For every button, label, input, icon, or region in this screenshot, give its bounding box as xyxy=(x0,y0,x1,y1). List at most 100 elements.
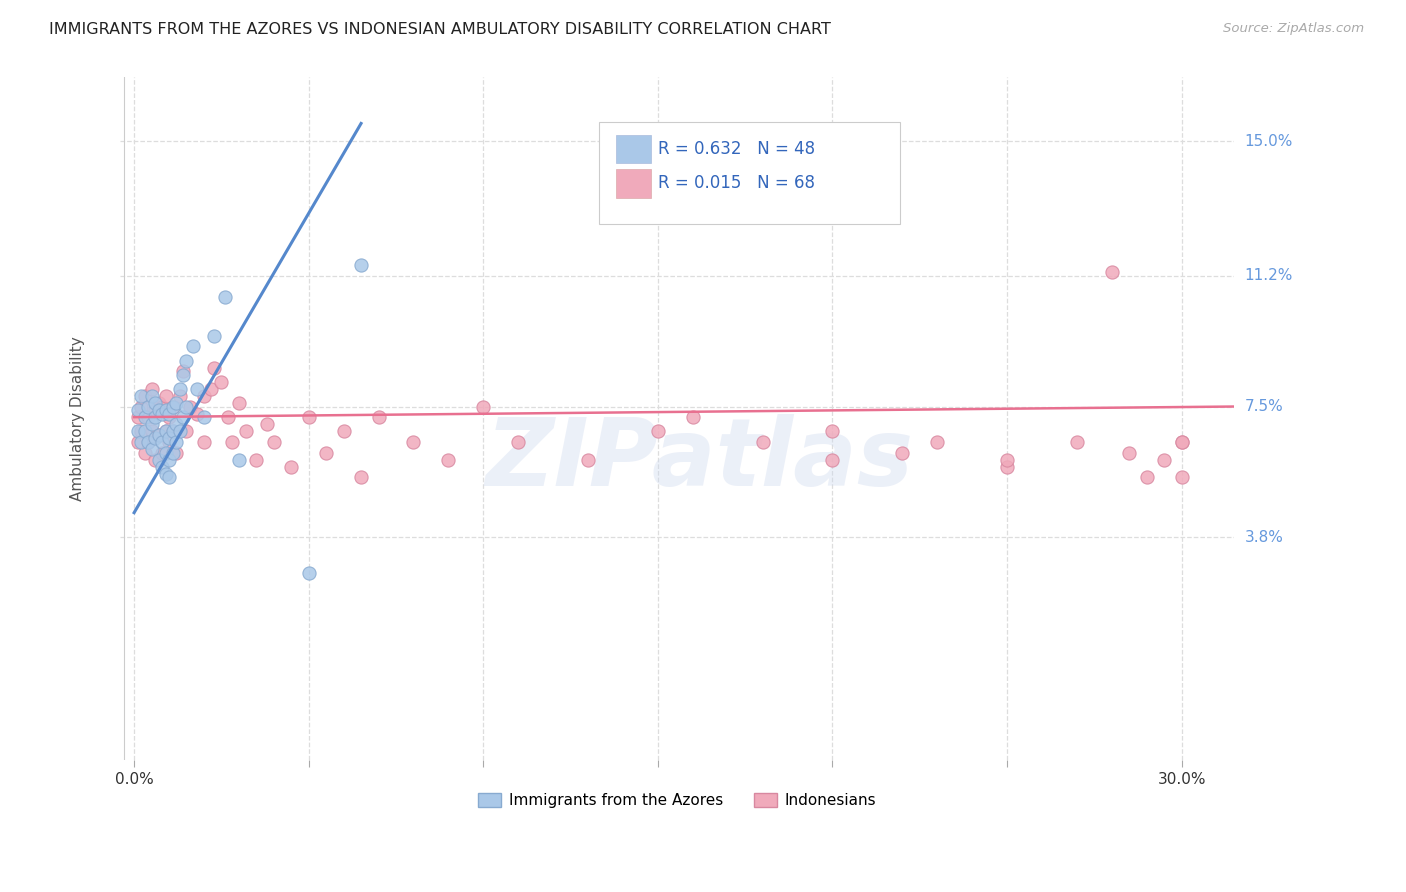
Text: 15.0%: 15.0% xyxy=(1244,134,1292,149)
Point xyxy=(148,427,170,442)
Legend: Immigrants from the Azores, Indonesians: Immigrants from the Azores, Indonesians xyxy=(472,787,882,814)
Point xyxy=(350,258,373,272)
Point xyxy=(162,425,184,439)
Point xyxy=(155,425,177,439)
Text: Source: ZipAtlas.com: Source: ZipAtlas.com xyxy=(1223,22,1364,36)
Point xyxy=(1170,434,1192,449)
Point xyxy=(172,368,194,382)
Point xyxy=(162,425,184,439)
Point xyxy=(136,434,159,449)
Point xyxy=(751,434,773,449)
Point xyxy=(127,434,149,449)
Point xyxy=(165,445,187,459)
Point xyxy=(165,417,187,432)
Point xyxy=(367,410,389,425)
Point xyxy=(165,434,187,449)
Point xyxy=(263,434,285,449)
Point xyxy=(141,425,163,439)
Point xyxy=(200,382,222,396)
Point xyxy=(1101,265,1123,279)
Point xyxy=(134,389,156,403)
Point xyxy=(179,400,201,414)
Point xyxy=(155,425,177,439)
Point xyxy=(183,339,205,353)
Point xyxy=(193,410,215,425)
Text: R = 0.632   N = 48: R = 0.632 N = 48 xyxy=(658,140,815,158)
Point xyxy=(186,407,208,421)
Point xyxy=(228,452,250,467)
Point xyxy=(228,396,250,410)
Point xyxy=(155,445,177,459)
Point xyxy=(204,360,226,375)
Point xyxy=(821,452,844,467)
Point xyxy=(143,396,166,410)
Point xyxy=(280,459,302,474)
Point xyxy=(165,396,187,410)
Point xyxy=(150,400,173,414)
Point xyxy=(127,425,149,439)
Point xyxy=(143,452,166,467)
Point xyxy=(350,470,373,484)
Point xyxy=(150,459,173,474)
Point xyxy=(157,431,180,445)
Point xyxy=(176,353,198,368)
Point xyxy=(193,434,215,449)
Text: 7.5%: 7.5% xyxy=(1244,399,1284,414)
Point xyxy=(155,389,177,403)
Point xyxy=(169,425,191,439)
Point xyxy=(169,382,191,396)
Point xyxy=(508,434,530,449)
FancyBboxPatch shape xyxy=(616,135,651,163)
Point xyxy=(162,400,184,414)
Point xyxy=(127,403,149,417)
Point xyxy=(214,290,236,304)
Point xyxy=(157,410,180,425)
Point xyxy=(148,403,170,417)
Point xyxy=(155,467,177,481)
Point xyxy=(1153,452,1175,467)
Point xyxy=(437,452,460,467)
Point xyxy=(129,434,152,449)
Point xyxy=(298,410,321,425)
Point xyxy=(172,410,194,425)
Point xyxy=(576,452,599,467)
Point xyxy=(995,459,1018,474)
Point xyxy=(157,407,180,421)
Point xyxy=(256,417,278,432)
Point xyxy=(172,364,194,378)
Point xyxy=(176,400,198,414)
Point xyxy=(155,403,177,417)
Point xyxy=(136,434,159,449)
Point xyxy=(141,389,163,403)
Point xyxy=(134,425,156,439)
Point xyxy=(136,400,159,414)
Point xyxy=(193,389,215,403)
FancyBboxPatch shape xyxy=(599,122,900,224)
Point xyxy=(134,410,156,425)
Point xyxy=(129,400,152,414)
Point xyxy=(647,425,669,439)
Point xyxy=(1066,434,1088,449)
Point xyxy=(148,452,170,467)
Text: R = 0.015   N = 68: R = 0.015 N = 68 xyxy=(658,174,815,193)
Point xyxy=(402,434,425,449)
Point xyxy=(157,470,180,484)
Point xyxy=(472,400,495,414)
Point xyxy=(148,427,170,442)
Point xyxy=(150,445,173,459)
Point xyxy=(134,445,156,459)
Point xyxy=(176,425,198,439)
Point xyxy=(129,389,152,403)
Point xyxy=(143,403,166,417)
Point xyxy=(821,425,844,439)
Point xyxy=(1118,445,1140,459)
Point xyxy=(127,410,149,425)
Point xyxy=(162,445,184,459)
Point xyxy=(927,434,949,449)
Point xyxy=(129,425,152,439)
Point xyxy=(1170,434,1192,449)
Point xyxy=(891,445,914,459)
Point xyxy=(169,389,191,403)
Point xyxy=(235,425,257,439)
Point xyxy=(298,566,321,580)
